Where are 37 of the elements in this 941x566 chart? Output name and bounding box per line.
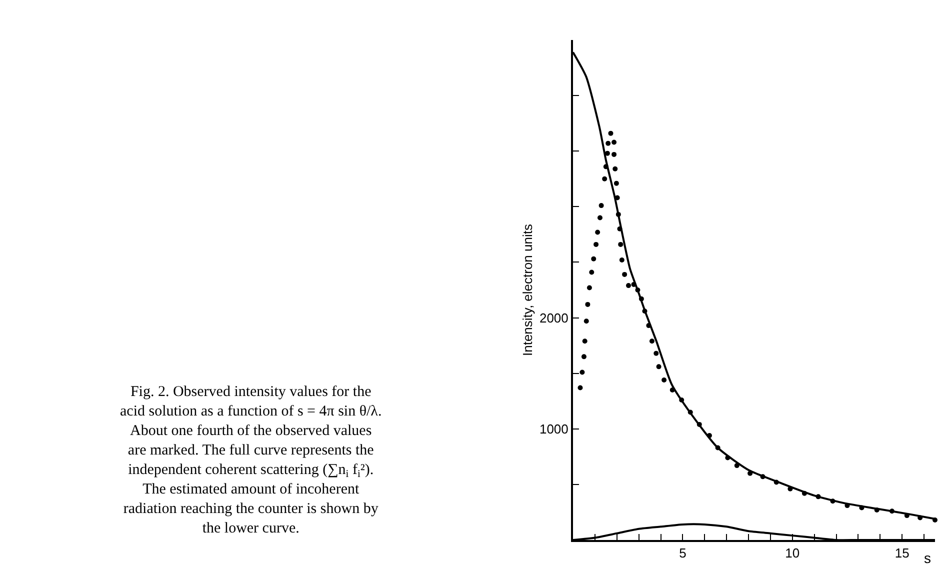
point [614, 180, 619, 186]
point [602, 176, 608, 182]
point [597, 215, 602, 220]
y-tick-label: 1000 [539, 421, 568, 436]
point [622, 272, 628, 277]
point [654, 350, 659, 356]
point [612, 152, 617, 157]
x-tick-label: 15 [894, 546, 910, 561]
point [584, 318, 589, 324]
point [618, 242, 624, 247]
point [589, 270, 594, 275]
point [578, 385, 583, 390]
point [608, 130, 614, 136]
x-tick-label: 5 [679, 546, 686, 561]
point [606, 140, 611, 146]
point [619, 258, 624, 262]
y-tick-label: 2000 [539, 310, 568, 326]
x-axis-title: s [924, 550, 931, 566]
point [580, 370, 585, 375]
y-axis-title: Intensity, electron units [520, 224, 535, 356]
point [581, 354, 586, 360]
text: Fig. 2. Observed intensity values for the acid solution as a function of s = 4π sin θ/λ. About one fourth of the observed values are marked. The full curve represents the independent coherent scattering (∑n$_{i}$ f$_{i}$²). The estimated amount of incoherent radiation reaching the counter is shown by the lower curve. [120, 384, 382, 536]
point [612, 140, 617, 145]
point [585, 302, 590, 307]
x-tick-label: 10 [785, 546, 800, 561]
point [582, 338, 588, 344]
point [626, 283, 632, 288]
point [662, 378, 667, 382]
point [598, 203, 604, 208]
point [595, 230, 600, 235]
point [649, 338, 654, 344]
point [591, 256, 596, 262]
point [656, 364, 662, 370]
point [604, 150, 610, 156]
point [586, 285, 592, 290]
point [612, 166, 618, 172]
point [594, 242, 599, 247]
